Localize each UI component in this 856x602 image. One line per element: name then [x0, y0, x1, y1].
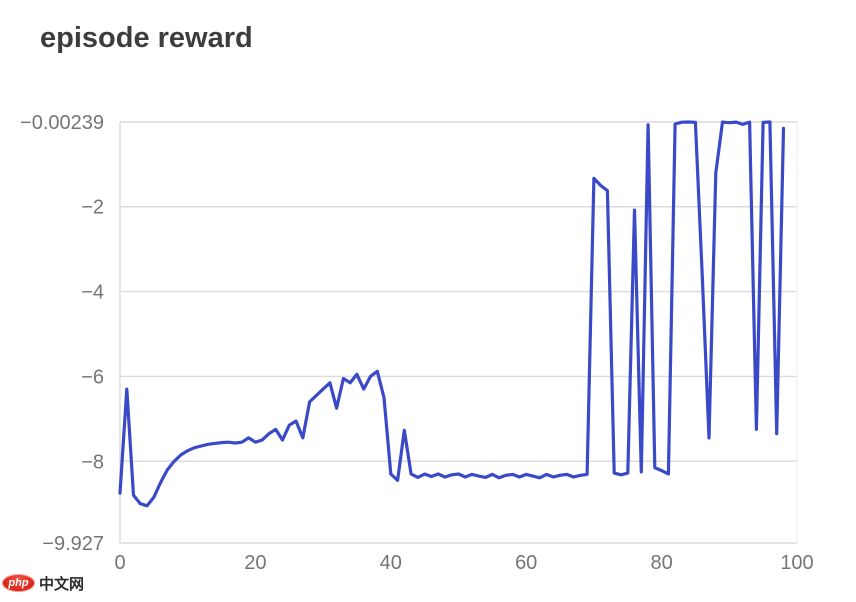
- reward-line-series: [118, 120, 786, 508]
- x-tick-label: 0: [114, 552, 125, 574]
- x-tick-label: 20: [244, 552, 266, 574]
- y-tick-label: −0.00239: [20, 112, 104, 134]
- y-tick-label: −8: [81, 451, 104, 473]
- y-tick-label: −2: [81, 197, 104, 219]
- watermark: php 中文网: [2, 572, 84, 594]
- x-tick-label: 40: [380, 552, 402, 574]
- x-tick-label: 60: [515, 552, 537, 574]
- y-tick-label: −9.927: [42, 533, 104, 555]
- y-tick-label: −4: [81, 282, 104, 304]
- x-tick-label: 80: [650, 552, 672, 574]
- chart-title: episode reward: [40, 22, 253, 54]
- x-tick-label: 100: [780, 552, 813, 574]
- php-badge-icon: php: [2, 574, 35, 592]
- y-tick-label: −6: [81, 366, 104, 388]
- watermark-text: 中文网: [39, 575, 85, 593]
